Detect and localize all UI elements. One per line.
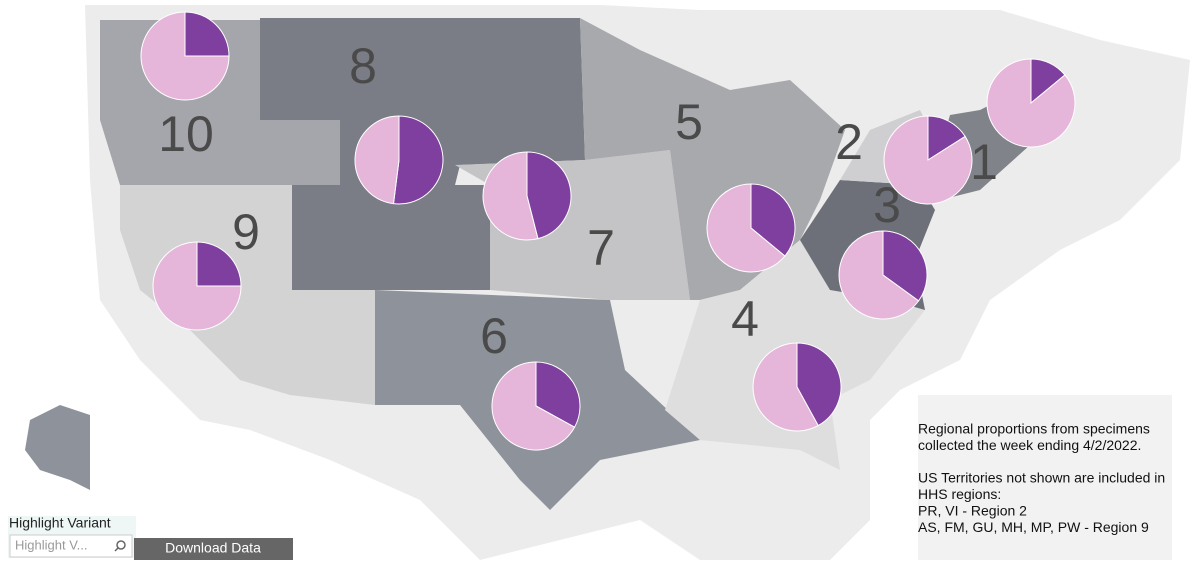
region-label: 7 — [587, 220, 615, 276]
pie-slice — [152, 241, 242, 331]
pie-slice — [752, 342, 819, 432]
highlight-input[interactable] — [9, 534, 133, 558]
region-label: 1 — [970, 134, 998, 190]
search-icon[interactable] — [116, 540, 126, 550]
search-icon[interactable] — [114, 547, 119, 552]
pies — [140, 11, 1076, 451]
highlight-label: Highlight Variant — [9, 515, 111, 531]
pie-slice — [750, 183, 796, 257]
alaska — [25, 405, 90, 490]
region-label: 8 — [349, 38, 377, 94]
highlight-placeholder[interactable]: Highlight V... — [15, 537, 88, 552]
region-9-area — [120, 185, 375, 405]
note-line: HHS regions: — [918, 486, 1001, 502]
region-8-area — [260, 18, 585, 185]
pie-slice — [986, 58, 1076, 148]
region-8-area — [292, 185, 490, 290]
note-line: PR, VI - Region 2 — [918, 503, 1027, 519]
note-line: Regional proportions from specimens — [918, 421, 1150, 437]
pie-slice — [354, 115, 400, 205]
pie-slice — [140, 11, 230, 101]
pie-slice — [535, 361, 581, 428]
note-line: US Territories not shown are included in — [918, 470, 1165, 486]
region-label: 6 — [480, 308, 508, 364]
region-label: 4 — [731, 291, 759, 347]
note-line: collected the week ending 4/2/2022. — [918, 437, 1141, 453]
region-label: 9 — [232, 204, 260, 260]
region-label: 2 — [835, 114, 863, 170]
pie-slice — [196, 241, 242, 287]
pie-slice — [491, 361, 576, 451]
download-button-label[interactable]: Download Data — [165, 540, 261, 556]
note-box — [918, 395, 1172, 560]
pie-slice — [927, 115, 966, 161]
pie-slice — [526, 151, 572, 240]
download-button[interactable] — [134, 538, 293, 560]
region-label: 5 — [675, 94, 703, 150]
note: Regional proportions from specimenscolle… — [918, 421, 1165, 536]
pie-slice — [482, 151, 539, 241]
pie-slice — [883, 115, 973, 205]
pie-slice — [838, 230, 920, 320]
pie-slice — [796, 342, 842, 427]
region-label: 10 — [158, 106, 214, 162]
pie-slice — [706, 183, 786, 273]
note-line: AS, FM, GU, MH, MP, PW - Region 9 — [918, 519, 1149, 535]
pie-slice — [392, 115, 444, 205]
pie-slice — [184, 11, 230, 57]
pie-slice — [882, 230, 928, 302]
